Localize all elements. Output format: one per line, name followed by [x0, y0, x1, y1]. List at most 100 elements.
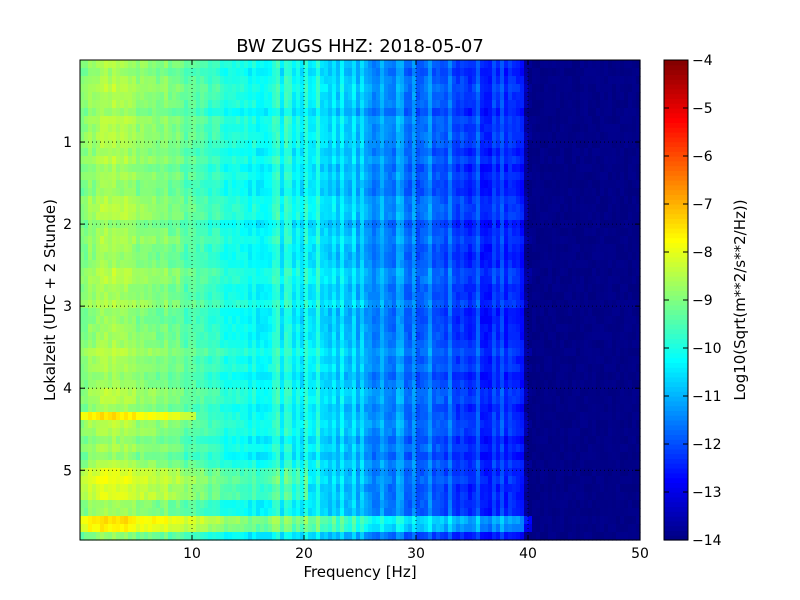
- heatmap-cell: [232, 220, 237, 229]
- heatmap-cell: [360, 228, 365, 237]
- heatmap-cell: [468, 284, 473, 293]
- heatmap-cell: [544, 60, 549, 69]
- heatmap-cell: [356, 164, 361, 173]
- heatmap-cell: [260, 100, 265, 109]
- heatmap-cell: [380, 228, 385, 237]
- heatmap-cell: [304, 92, 309, 101]
- heatmap-cell: [604, 228, 609, 237]
- heatmap-cell: [252, 292, 257, 301]
- heatmap-cell: [220, 204, 225, 213]
- heatmap-cell: [592, 332, 597, 341]
- heatmap-cell: [276, 236, 281, 245]
- heatmap-cell: [632, 148, 637, 157]
- heatmap-cell: [440, 260, 445, 269]
- heatmap-cell: [480, 92, 485, 101]
- heatmap-cell: [336, 212, 341, 221]
- heatmap-cell: [316, 164, 321, 173]
- heatmap-cell: [424, 164, 429, 173]
- heatmap-cell: [92, 340, 97, 349]
- heatmap-cell: [636, 308, 641, 317]
- heatmap-cell: [484, 236, 489, 245]
- heatmap-cell: [284, 292, 289, 301]
- heatmap-cell: [184, 92, 189, 101]
- heatmap-cell: [164, 252, 169, 261]
- heatmap-cell: [372, 132, 377, 141]
- heatmap-cell: [152, 252, 157, 261]
- heatmap-cell: [532, 324, 537, 333]
- heatmap-cell: [324, 84, 329, 93]
- heatmap-cell: [628, 212, 633, 221]
- heatmap-cell: [460, 140, 465, 149]
- heatmap-cell: [492, 316, 497, 325]
- heatmap-cell: [124, 68, 129, 77]
- heatmap-cell: [156, 140, 161, 149]
- heatmap-cell: [304, 212, 309, 221]
- heatmap-cell: [476, 60, 481, 69]
- heatmap-cell: [548, 324, 553, 333]
- heatmap-cell: [132, 244, 137, 253]
- heatmap-cell: [400, 188, 405, 197]
- heatmap-cell: [224, 260, 229, 269]
- heatmap-cell: [636, 148, 641, 157]
- heatmap-cell: [160, 68, 165, 77]
- heatmap-cell: [244, 108, 249, 117]
- heatmap-cell: [224, 212, 229, 221]
- heatmap-cell: [412, 204, 417, 213]
- heatmap-cell: [288, 308, 293, 317]
- heatmap-cell: [404, 164, 409, 173]
- heatmap-cell: [80, 172, 85, 181]
- heatmap-cell: [636, 276, 641, 285]
- heatmap-cell: [124, 196, 129, 205]
- heatmap-cell: [92, 332, 97, 341]
- heatmap-cell: [344, 236, 349, 245]
- heatmap-cell: [232, 204, 237, 213]
- heatmap-cell: [452, 220, 457, 229]
- heatmap-cell: [544, 100, 549, 109]
- heatmap-cell: [264, 340, 269, 349]
- heatmap-cell: [252, 172, 257, 181]
- heatmap-cell: [292, 324, 297, 333]
- heatmap-cell: [536, 284, 541, 293]
- heatmap-cell: [176, 60, 181, 69]
- heatmap-cell: [108, 148, 113, 157]
- heatmap-cell: [136, 76, 141, 85]
- heatmap-cell: [116, 132, 121, 141]
- heatmap-cell: [84, 252, 89, 261]
- heatmap-cell: [336, 196, 341, 205]
- heatmap-cell: [340, 252, 345, 261]
- heatmap-cell: [120, 332, 125, 341]
- heatmap-cell: [552, 76, 557, 85]
- heatmap-cell: [192, 300, 197, 309]
- heatmap-cell: [532, 188, 537, 197]
- heatmap-cell: [404, 212, 409, 221]
- heatmap-cell: [568, 196, 573, 205]
- heatmap-cell: [160, 76, 165, 85]
- heatmap-cell: [412, 324, 417, 333]
- heatmap-cell: [604, 324, 609, 333]
- heatmap-cell: [128, 228, 133, 237]
- heatmap-cell: [576, 244, 581, 253]
- heatmap-cell: [344, 108, 349, 117]
- heatmap-cell: [464, 124, 469, 133]
- heatmap-cell: [328, 284, 333, 293]
- heatmap-cell: [240, 100, 245, 109]
- heatmap-cell: [388, 268, 393, 277]
- heatmap-cell: [120, 260, 125, 269]
- heatmap-cell: [232, 276, 237, 285]
- heatmap-cell: [568, 68, 573, 77]
- heatmap-cell: [236, 284, 241, 293]
- heatmap-cell: [212, 236, 217, 245]
- heatmap-cell: [188, 300, 193, 309]
- heatmap-cell: [148, 204, 153, 213]
- heatmap-cell: [236, 308, 241, 317]
- heatmap-cell: [360, 196, 365, 205]
- heatmap-cell: [308, 332, 313, 341]
- heatmap-cell: [484, 308, 489, 317]
- heatmap-cell: [472, 300, 477, 309]
- heatmap-cell: [540, 180, 545, 189]
- heatmap-cell: [148, 292, 153, 301]
- heatmap-cell: [232, 340, 237, 349]
- heatmap-cell: [372, 292, 377, 301]
- heatmap-cell: [292, 60, 297, 69]
- heatmap-cell: [500, 308, 505, 317]
